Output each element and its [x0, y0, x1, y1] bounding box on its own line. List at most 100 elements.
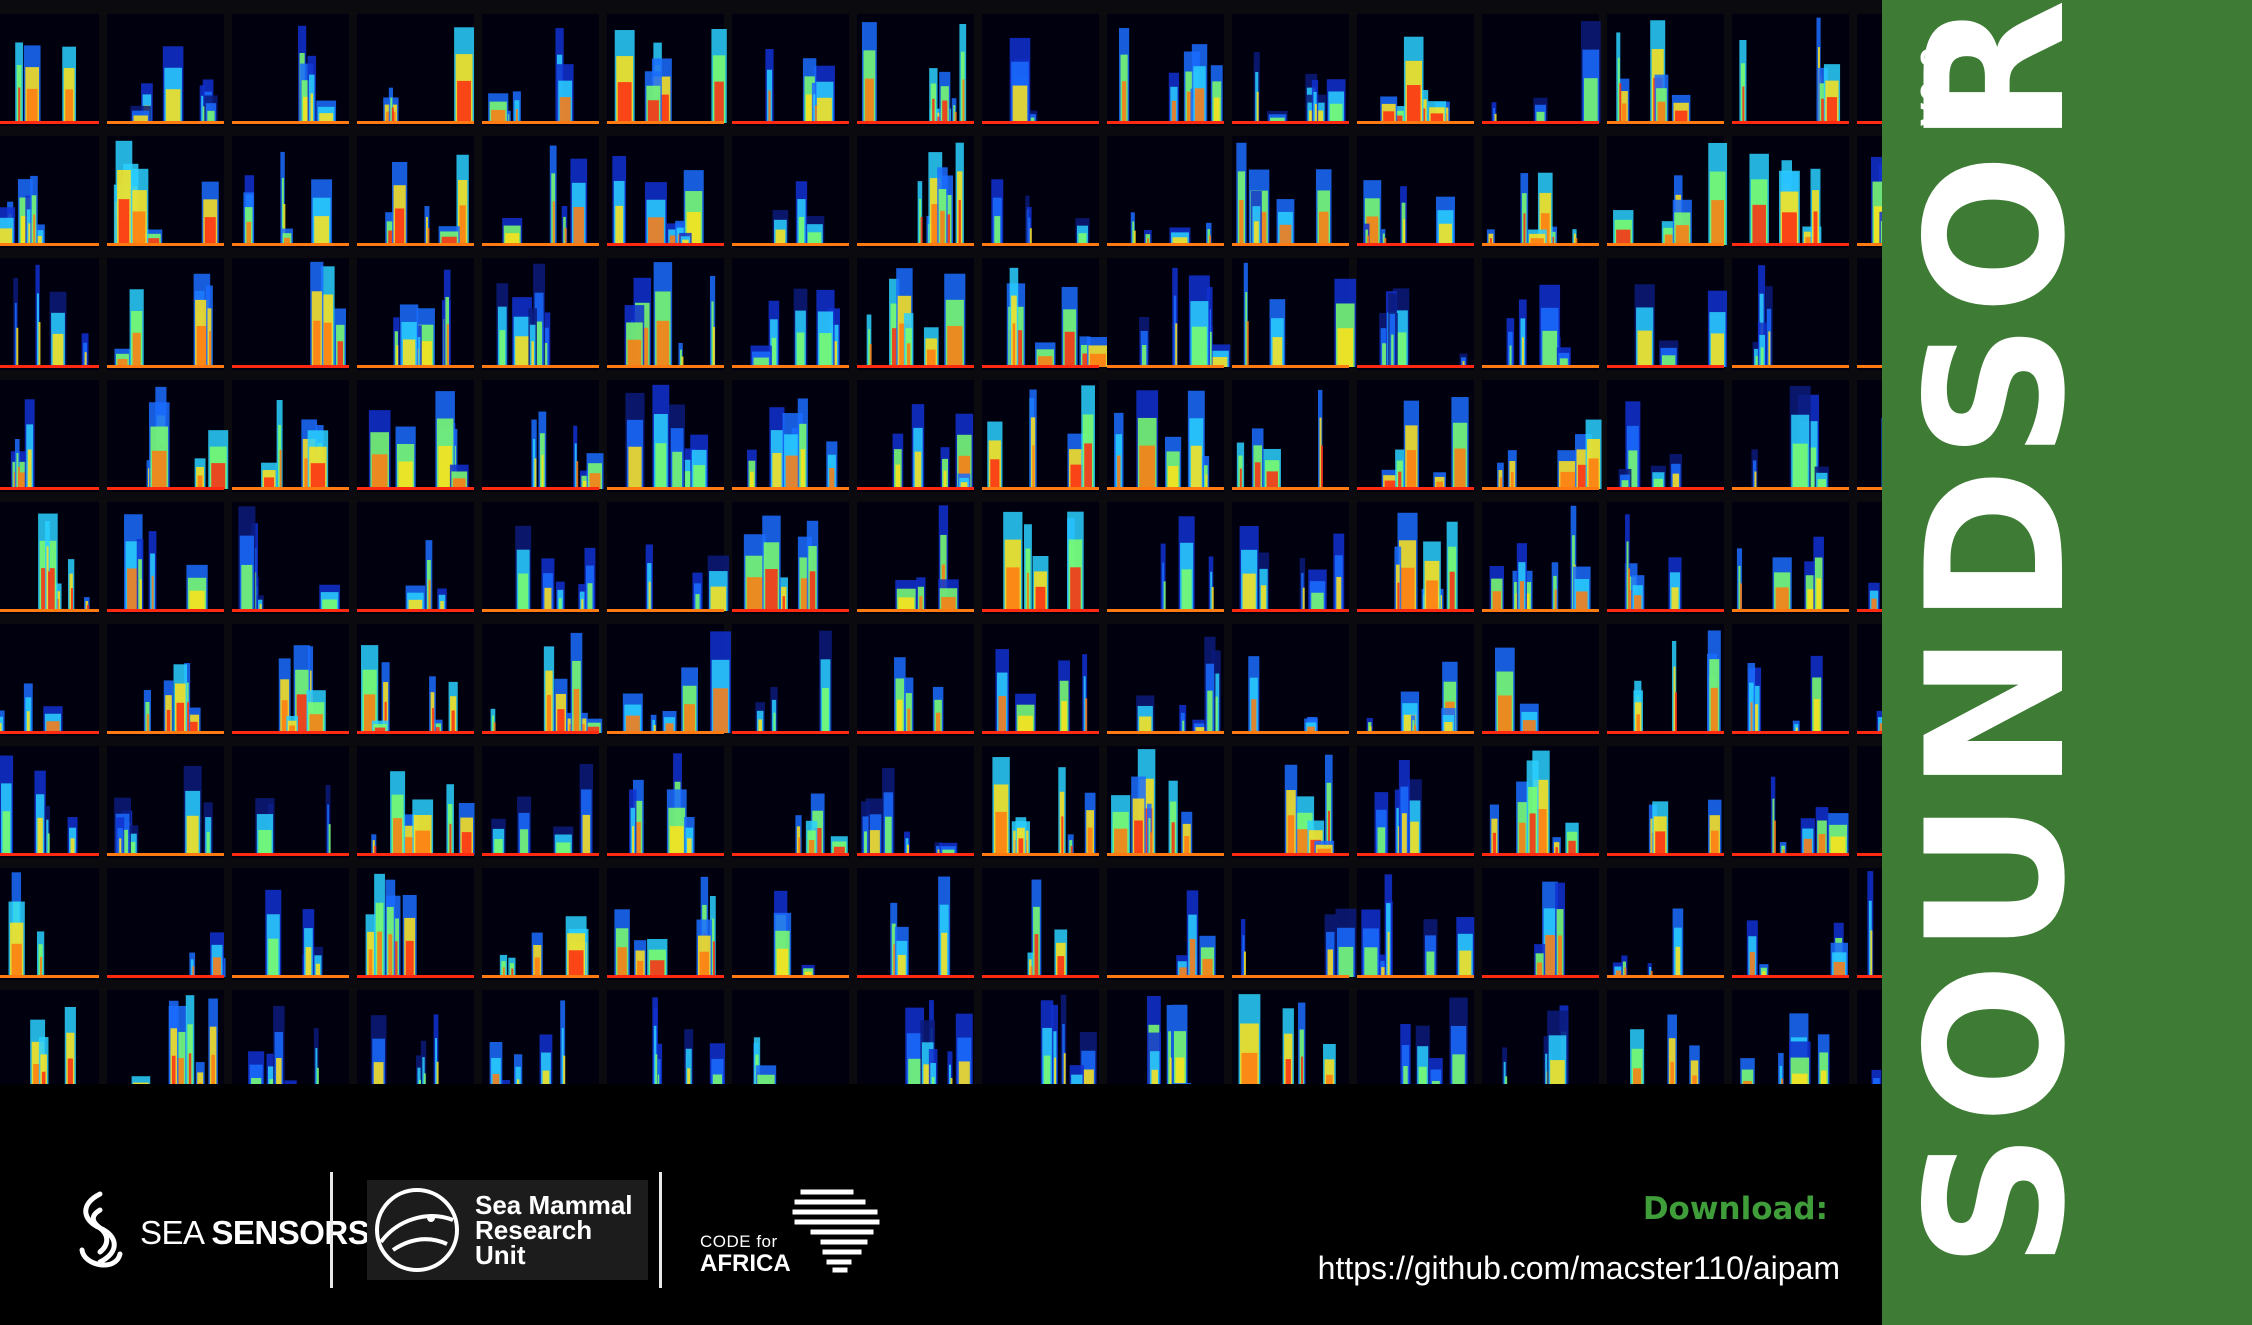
- spectrogram-thumbnail[interactable]: [982, 14, 1099, 126]
- spectrogram-thumbnail[interactable]: [607, 258, 724, 370]
- spectrogram-thumbnail[interactable]: [1357, 990, 1474, 1084]
- spectrogram-thumbnail[interactable]: [1357, 624, 1474, 736]
- spectrogram-thumbnail[interactable]: [357, 258, 474, 370]
- spectrogram-thumbnail[interactable]: [232, 502, 349, 614]
- spectrogram-thumbnail[interactable]: [357, 990, 474, 1084]
- spectrogram-thumbnail[interactable]: [1857, 136, 1882, 248]
- spectrogram-thumbnail[interactable]: [857, 380, 974, 492]
- spectrogram-thumbnail[interactable]: [857, 136, 974, 248]
- spectrogram-thumbnail[interactable]: [1232, 258, 1357, 370]
- spectrogram-thumbnail[interactable]: [1232, 136, 1349, 248]
- spectrogram-thumbnail[interactable]: [357, 136, 474, 248]
- spectrogram-thumbnail[interactable]: [1107, 624, 1224, 736]
- spectrogram-thumbnail[interactable]: [1732, 258, 1849, 370]
- spectrogram-thumbnail[interactable]: [357, 380, 474, 492]
- spectrogram-thumbnail[interactable]: [1732, 380, 1849, 492]
- spectrogram-thumbnail[interactable]: [107, 624, 224, 736]
- spectrogram-thumbnail[interactable]: [1107, 868, 1224, 980]
- spectrogram-thumbnail[interactable]: [1732, 136, 1849, 248]
- spectrogram-thumbnail[interactable]: [482, 746, 599, 858]
- spectrogram-thumbnail[interactable]: [1857, 990, 1882, 1084]
- spectrogram-thumbnail[interactable]: [1482, 502, 1599, 614]
- spectrogram-thumbnail[interactable]: [1107, 502, 1224, 614]
- spectrogram-thumbnail[interactable]: [1607, 380, 1724, 492]
- spectrogram-thumbnail[interactable]: [1482, 380, 1602, 492]
- spectrogram-thumbnail[interactable]: [1482, 258, 1599, 370]
- spectrogram-thumbnail[interactable]: [482, 624, 603, 736]
- spectrogram-thumbnail[interactable]: [232, 380, 349, 492]
- spectrogram-thumbnail[interactable]: [1107, 746, 1224, 858]
- spectrogram-thumbnail[interactable]: [1107, 380, 1224, 492]
- spectrogram-thumbnail[interactable]: [482, 990, 599, 1084]
- spectrogram-thumbnail[interactable]: [232, 14, 349, 126]
- spectrogram-thumbnail[interactable]: [1607, 868, 1724, 980]
- spectrogram-thumbnail[interactable]: [1107, 258, 1231, 370]
- spectrogram-thumbnail[interactable]: [732, 502, 849, 614]
- spectrogram-thumbnail[interactable]: [1732, 868, 1849, 980]
- spectrogram-thumbnail[interactable]: [1482, 14, 1601, 126]
- spectrogram-thumbnail[interactable]: [1607, 990, 1724, 1084]
- spectrogram-thumbnail[interactable]: [1232, 502, 1349, 614]
- spectrogram-thumbnail[interactable]: [732, 990, 849, 1084]
- spectrogram-thumbnail[interactable]: [1607, 258, 1728, 370]
- spectrogram-thumbnail[interactable]: [232, 136, 349, 248]
- spectrogram-thumbnail[interactable]: [607, 380, 724, 492]
- spectrogram-thumbnail[interactable]: [982, 502, 1099, 614]
- spectrogram-thumbnail[interactable]: [982, 258, 1109, 370]
- spectrogram-thumbnail[interactable]: [732, 14, 849, 126]
- spectrogram-thumbnail[interactable]: [607, 746, 724, 858]
- spectrogram-thumbnail[interactable]: [1482, 746, 1599, 858]
- spectrogram-thumbnail[interactable]: [357, 14, 475, 126]
- spectrogram-thumbnail[interactable]: [107, 258, 224, 370]
- spectrogram-thumbnail[interactable]: [1607, 502, 1724, 614]
- spectrogram-thumbnail[interactable]: [982, 380, 1099, 492]
- spectrogram-thumbnail[interactable]: [0, 990, 99, 1084]
- spectrogram-thumbnail[interactable]: [482, 868, 599, 980]
- spectrogram-thumbnail[interactable]: [982, 624, 1099, 736]
- spectrogram-thumbnail[interactable]: [107, 502, 224, 614]
- spectrogram-thumbnail[interactable]: [1732, 624, 1849, 736]
- spectrogram-thumbnail[interactable]: [1357, 868, 1475, 980]
- spectrogram-thumbnail[interactable]: [482, 380, 604, 492]
- spectrogram-thumbnail[interactable]: [857, 258, 974, 370]
- spectrogram-thumbnail[interactable]: [357, 502, 474, 614]
- spectrogram-thumbnail[interactable]: [1357, 502, 1474, 614]
- spectrogram-thumbnail[interactable]: [1482, 136, 1599, 248]
- spectrogram-thumbnail[interactable]: [607, 136, 724, 248]
- spectrogram-thumbnail[interactable]: [1357, 14, 1474, 126]
- spectrogram-thumbnail[interactable]: [857, 868, 974, 980]
- spectrogram-thumbnail[interactable]: [1107, 990, 1224, 1084]
- spectrogram-thumbnail[interactable]: [0, 258, 99, 370]
- spectrogram-thumbnail[interactable]: [732, 380, 849, 492]
- spectrogram-thumbnail[interactable]: [232, 746, 349, 858]
- spectrogram-thumbnail[interactable]: [1357, 258, 1474, 370]
- spectrogram-thumbnail[interactable]: [107, 990, 224, 1084]
- spectrogram-thumbnail[interactable]: [0, 746, 99, 858]
- spectrogram-thumbnail[interactable]: [607, 868, 724, 980]
- spectrogram-thumbnail[interactable]: [857, 502, 974, 614]
- spectrogram-thumbnail[interactable]: [1857, 380, 1882, 492]
- spectrogram-thumbnail[interactable]: [1232, 624, 1349, 736]
- spectrogram-thumbnail[interactable]: [732, 868, 849, 980]
- spectrogram-thumbnail[interactable]: [607, 502, 730, 614]
- spectrogram-thumbnail[interactable]: [1732, 990, 1849, 1084]
- spectrogram-thumbnail[interactable]: [482, 136, 599, 248]
- spectrogram-thumbnail[interactable]: [1857, 624, 1882, 736]
- spectrogram-thumbnail[interactable]: [0, 14, 99, 126]
- spectrogram-thumbnail[interactable]: [857, 624, 974, 736]
- spectrogram-thumbnail[interactable]: [1732, 746, 1849, 858]
- spectrogram-thumbnail[interactable]: [1232, 746, 1349, 858]
- spectrogram-thumbnail[interactable]: [1232, 380, 1349, 492]
- spectrogram-thumbnail[interactable]: [1607, 746, 1724, 858]
- spectrogram-thumbnail[interactable]: [1857, 868, 1882, 980]
- spectrogram-thumbnail[interactable]: [107, 380, 229, 492]
- spectrogram-thumbnail[interactable]: [607, 14, 727, 126]
- spectrogram-thumbnail[interactable]: [982, 136, 1099, 248]
- spectrogram-thumbnail[interactable]: [357, 746, 475, 858]
- spectrogram-thumbnail[interactable]: [1357, 380, 1474, 492]
- spectrogram-thumbnail[interactable]: [1857, 258, 1882, 370]
- download-link[interactable]: https://github.com/macster110/aipam: [1317, 1250, 1840, 1286]
- spectrogram-thumbnail[interactable]: [482, 502, 599, 614]
- spectrogram-thumbnail[interactable]: [1357, 746, 1474, 858]
- spectrogram-thumbnail[interactable]: [482, 14, 599, 126]
